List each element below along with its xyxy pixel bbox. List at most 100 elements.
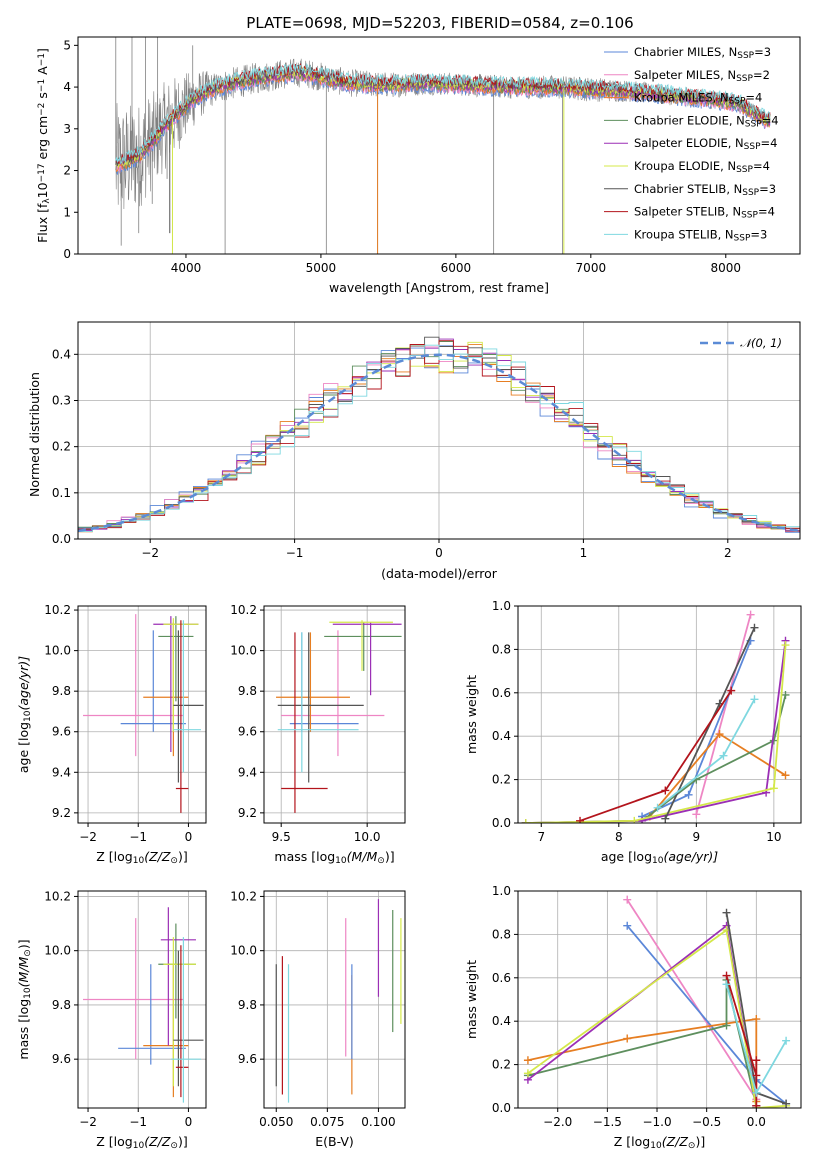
legend-label-part: SSP <box>745 120 762 130</box>
x-tick-label: 0.075 <box>310 1115 344 1129</box>
y-axis-label-part: −2 <box>37 103 47 116</box>
legend-label-part: =2 <box>753 68 770 82</box>
x-tick-label: 8000 <box>711 261 742 275</box>
y-axis-label-part: ⊙ <box>23 949 33 957</box>
x-axis-label-part: Z [log <box>96 1134 132 1149</box>
mass_weight_vs_Z-marks <box>523 895 791 1108</box>
legend-label: Kroupa MILES, NSSP=4 <box>634 91 762 107</box>
y-tick-label: 0.1 <box>52 486 71 500</box>
y-tick-label: 10.2 <box>44 603 71 617</box>
age_vs_Z-marks <box>83 614 204 813</box>
weight-marker <box>781 641 790 650</box>
legend-label-part: SSP <box>741 211 758 221</box>
x-tick-label: −1.5 <box>593 1115 622 1129</box>
y-tick-label: 0.0 <box>492 816 511 830</box>
y-tick-label: 10.2 <box>44 889 71 903</box>
x-axis-label: Z [log10(Z/Z⊙)] <box>96 849 187 866</box>
y-tick-label: 10.0 <box>230 644 257 658</box>
y-axis-label-part: Flux [f <box>35 203 50 243</box>
legend-label-part: Kroupa MILES, N <box>634 91 729 105</box>
legend-label: Chabrier ELODIE, NSSP=4 <box>634 113 779 129</box>
x-tick-label: 7000 <box>576 261 607 275</box>
age_vs_Z-axes: −2 −1 09.29.49.69.810.010.2Z [log10(Z/Z⊙)]… <box>16 603 207 866</box>
mass_vs_Z-frame: −2 −1 09.69.810.010.2Z [log10(Z/Z⊙)]mass [… <box>16 889 207 1151</box>
gaussian-curve <box>78 353 800 533</box>
weight-marker <box>630 816 639 823</box>
y-axis-label-part: erg cm <box>35 116 50 164</box>
weight-line <box>527 928 787 1108</box>
y-tick-label: 9.6 <box>52 725 71 739</box>
x-axis-label: age [log10(age/yr)] <box>601 849 718 866</box>
x-axis-label-part: (Z/Z <box>144 849 171 864</box>
x-tick-label: 0 <box>435 546 443 560</box>
weight-line <box>527 979 758 1108</box>
weight-line <box>695 614 752 815</box>
y-tick-label: 0.2 <box>492 773 511 787</box>
weight-marker <box>752 1071 761 1080</box>
legend-label: Kroupa STELIB, NSSP=3 <box>634 227 767 243</box>
weight-marker <box>727 686 736 695</box>
y-tick-label: 0.2 <box>52 440 71 454</box>
age_vs_mass-axes: 9.5 10.0 9.2 9.4 9.6 9.8 10.0 10.2 mass [log10(M… <box>230 603 406 866</box>
x-axis-label: wavelength [Angstrom, rest frame] <box>329 280 549 295</box>
x-axis-label: Z [log10(Z/Z⊙)] <box>614 1134 705 1151</box>
weight-marker <box>719 751 728 760</box>
weight-marker <box>722 971 731 980</box>
figure-title: PLATE=0698, MJD=52203, FIBERID=0584, z=0… <box>246 14 633 32</box>
axes-frame <box>77 890 207 1109</box>
x-axis-label-part: 10 <box>652 856 664 866</box>
y-tick-label: 1.0 <box>492 884 511 898</box>
x-tick-label: −2 <box>79 830 97 844</box>
weight-line <box>579 690 732 822</box>
x-tick-label: 9.5 <box>272 830 291 844</box>
legend-label-part: =4 <box>758 205 775 219</box>
y-tick-label: 10.2 <box>230 603 257 617</box>
y-axis-label-part: age [log <box>16 722 31 773</box>
x-tick-label: 0 <box>185 1115 193 1129</box>
y-tick-label: 2 <box>63 164 71 178</box>
y-tick-label: 10.0 <box>230 944 257 958</box>
weight-marker <box>661 786 670 795</box>
axes-frame <box>77 36 801 255</box>
x-tick-label: 10.0 <box>354 830 381 844</box>
x-tick-label: −1.0 <box>642 1115 671 1129</box>
legend-label-part: =4 <box>745 91 762 105</box>
legend-label-part: Kroupa ELODIE, N <box>634 159 736 173</box>
y-tick-label: 9.8 <box>238 684 257 698</box>
x-axis-label-part: mass [log <box>274 849 335 864</box>
x-axis-label-part: 10 <box>335 856 347 866</box>
weight-line <box>626 899 758 1100</box>
y-tick-label: 0.6 <box>492 686 511 700</box>
legend-label-part: =4 <box>762 113 779 127</box>
weight-line <box>527 924 758 1108</box>
x-tick-label: 1 <box>580 546 588 560</box>
weight-marker <box>722 1021 731 1030</box>
weight-marker <box>752 1088 761 1097</box>
x-axis-label-part: ⊙ <box>377 856 385 866</box>
y-axis-label: mass weight <box>464 960 479 1039</box>
y-axis-label-part: A <box>35 66 50 79</box>
legend-label-part: Salpeter STELIB, N <box>634 205 741 219</box>
weight-marker <box>722 908 731 917</box>
weight-marker <box>523 1069 532 1078</box>
y-tick-label: 3 <box>63 122 71 136</box>
legend-label: 𝒩(0, 1) <box>740 336 782 350</box>
weight-marker <box>653 803 662 812</box>
y-axis-label-part: 10 <box>23 987 33 999</box>
y-axis-label-part: s <box>35 92 50 103</box>
y-axis-label: mass weight <box>464 675 479 754</box>
axes-frame <box>263 890 406 1109</box>
weight-marker <box>722 980 731 989</box>
x-axis-label-part: 10 <box>133 856 145 866</box>
y-tick-label: 9.2 <box>52 806 71 820</box>
x-tick-label: 0.0 <box>747 1115 766 1129</box>
legend-label-part: SSP <box>737 51 754 61</box>
y-tick-label: 9.6 <box>238 1052 257 1066</box>
y-axis-label: mass [log10(M/M⊙)] <box>16 939 33 1059</box>
weight-marker <box>750 623 759 632</box>
histogram-step <box>78 340 800 530</box>
y-axis-label-part: ] <box>35 48 50 53</box>
